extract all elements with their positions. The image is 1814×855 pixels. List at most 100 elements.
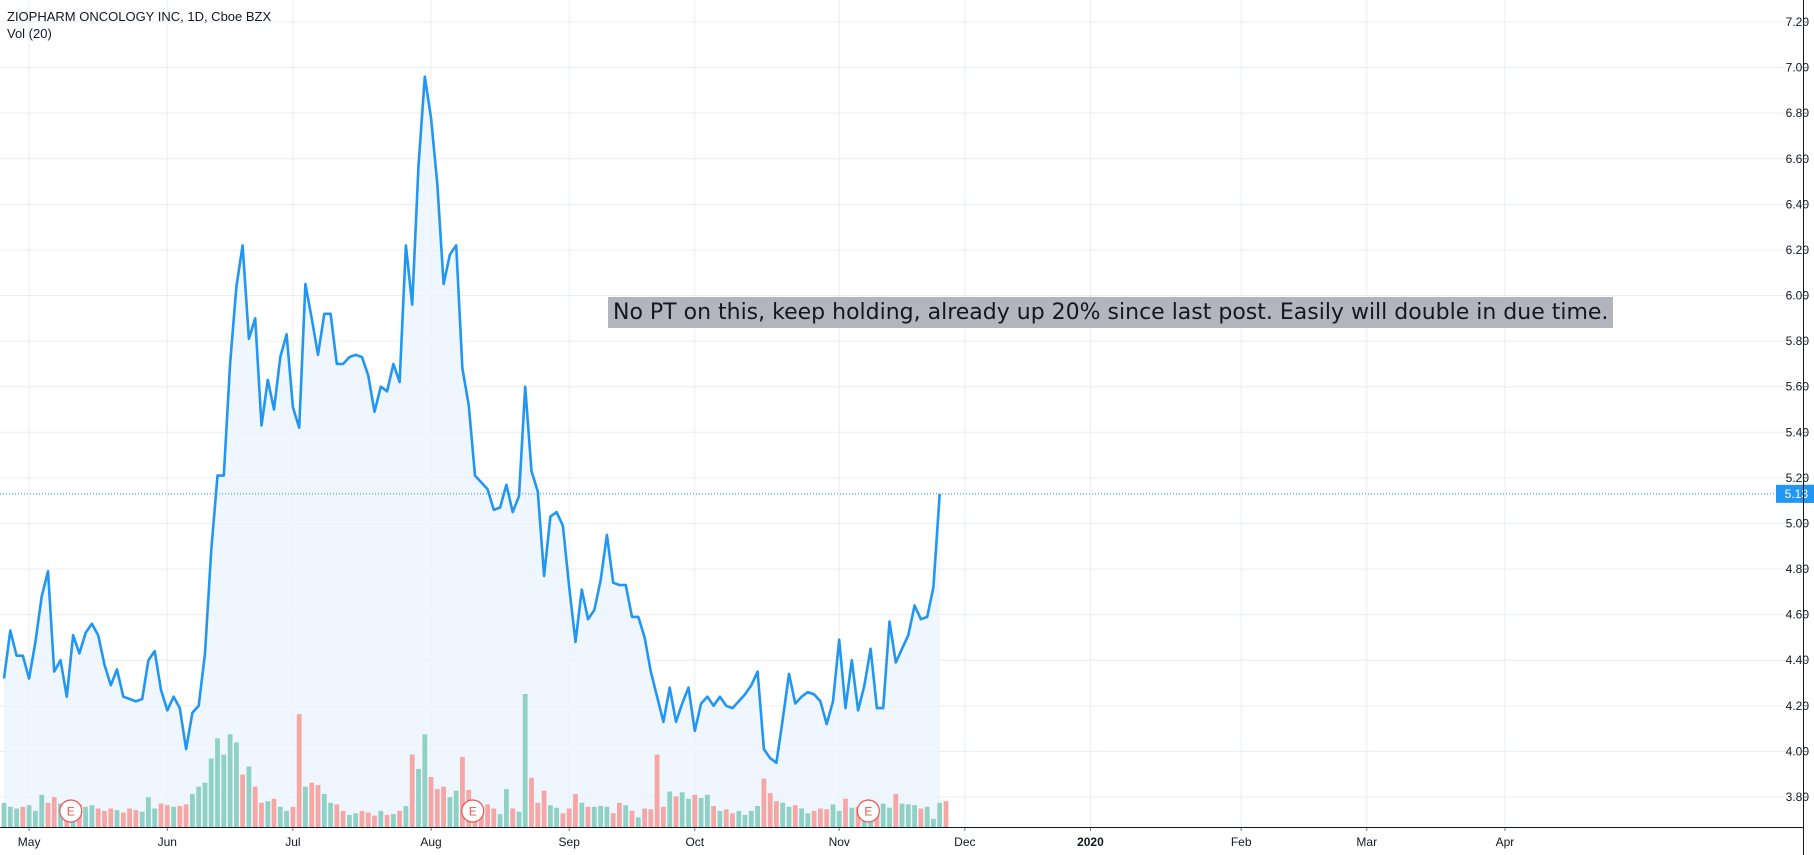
volume-bar bbox=[328, 802, 333, 827]
volume-bar bbox=[127, 808, 132, 827]
volume-bar bbox=[422, 734, 428, 827]
volume-bar bbox=[824, 809, 830, 827]
volume-bar bbox=[441, 786, 446, 827]
volume-bar bbox=[353, 813, 359, 827]
volume-bar bbox=[196, 786, 202, 827]
volume-bar bbox=[843, 798, 848, 827]
volume-bar bbox=[271, 798, 277, 827]
volume-bar bbox=[453, 790, 459, 827]
volume-bar bbox=[26, 805, 32, 827]
volume-bar bbox=[648, 809, 654, 827]
volume-bar bbox=[805, 813, 811, 827]
volume-bar bbox=[918, 808, 924, 827]
volume-bar bbox=[686, 798, 691, 827]
volume-bar bbox=[252, 786, 258, 827]
volume-bar bbox=[259, 802, 264, 827]
volume-bar bbox=[617, 802, 622, 827]
volume-bar bbox=[416, 769, 421, 827]
volume-bar bbox=[560, 813, 566, 827]
volume-bar bbox=[296, 714, 302, 827]
earnings-marker: E bbox=[59, 799, 83, 823]
earnings-marker-circle bbox=[59, 799, 83, 823]
volume-bar bbox=[792, 805, 798, 827]
volume-bar bbox=[114, 810, 120, 827]
x-tick-label: Oct bbox=[685, 835, 704, 849]
volume-bar bbox=[284, 810, 289, 827]
volume-bar bbox=[554, 807, 559, 827]
volume-bar bbox=[95, 808, 101, 827]
volume-bar bbox=[855, 806, 861, 827]
volume-bar bbox=[14, 808, 19, 827]
volume-bar bbox=[315, 785, 321, 827]
volume-bar bbox=[698, 798, 704, 827]
volume-bar bbox=[240, 774, 245, 827]
volume-bar bbox=[591, 806, 597, 827]
volume-bar bbox=[937, 802, 943, 827]
volume-bar bbox=[774, 801, 779, 827]
volume-bar bbox=[478, 810, 484, 827]
volume-bar bbox=[215, 738, 220, 827]
volume-bar bbox=[7, 806, 13, 827]
volume-bar bbox=[748, 810, 754, 827]
volume-bar bbox=[924, 806, 930, 827]
volume-bar bbox=[208, 758, 214, 827]
volume-bar bbox=[321, 794, 327, 827]
volume-bar bbox=[635, 817, 641, 827]
volume-bar bbox=[347, 814, 352, 827]
volume-bar bbox=[836, 810, 842, 827]
earnings-marker: E bbox=[856, 799, 880, 823]
earnings-marker-circle bbox=[856, 799, 880, 823]
volume-bar bbox=[679, 792, 685, 827]
volume-bar bbox=[736, 810, 742, 827]
volume-bar bbox=[89, 805, 95, 827]
x-tick-label: Dec bbox=[954, 835, 975, 849]
volume-bar bbox=[887, 807, 892, 827]
volume-bar bbox=[120, 812, 126, 827]
volume-bar bbox=[623, 805, 629, 827]
volume-bar bbox=[522, 694, 528, 827]
volume-bar bbox=[780, 802, 786, 827]
volume-bar bbox=[880, 803, 886, 827]
volume-bar bbox=[334, 804, 340, 827]
volume-bar bbox=[359, 810, 365, 827]
last-price-tag bbox=[1776, 484, 1814, 503]
volume-bar bbox=[133, 810, 139, 827]
earnings-marker-label: E bbox=[67, 805, 75, 819]
volume-bar bbox=[642, 808, 647, 827]
x-tick-label: 2020 bbox=[1077, 835, 1104, 849]
price-line bbox=[2, 75, 941, 765]
volume-bar bbox=[598, 806, 603, 827]
volume-bar bbox=[372, 815, 377, 827]
earnings-marker-label: E bbox=[469, 805, 477, 819]
volume-bar bbox=[755, 806, 760, 827]
volume-bar bbox=[83, 806, 88, 827]
volume-bar bbox=[566, 808, 572, 827]
volume-bar bbox=[818, 808, 823, 827]
volume-bar bbox=[548, 805, 553, 827]
volume-bar bbox=[661, 806, 666, 827]
volume-bar bbox=[485, 804, 490, 827]
volume-bar bbox=[290, 806, 296, 827]
volume-bar bbox=[654, 754, 660, 827]
x-tick-label: Feb bbox=[1231, 835, 1252, 849]
volume-bar bbox=[202, 782, 208, 827]
volume-bar bbox=[391, 814, 396, 827]
volume-bar bbox=[629, 810, 635, 827]
earnings-marker-circle bbox=[461, 799, 485, 823]
volume-bar bbox=[146, 797, 151, 827]
volume-bar bbox=[177, 806, 183, 827]
symbol-title: ZIOPHARM ONCOLOGY INC, 1D, Cboe BZX bbox=[7, 9, 272, 24]
earnings-marker: E bbox=[461, 799, 485, 823]
volume-bar bbox=[102, 810, 107, 827]
volume-bar bbox=[504, 789, 509, 827]
text-annotation[interactable]: No PT on this, keep holding, already up … bbox=[608, 297, 1614, 328]
volume-bar bbox=[573, 794, 578, 827]
volume-bar bbox=[265, 801, 271, 827]
volume-bar bbox=[899, 803, 905, 827]
volume-bar bbox=[711, 806, 716, 827]
volume-bar bbox=[516, 811, 522, 827]
chart-header: ZIOPHARM ONCOLOGY INC, 1D, Cboe BZX Vol … bbox=[7, 8, 271, 42]
volume-bar bbox=[171, 806, 176, 827]
